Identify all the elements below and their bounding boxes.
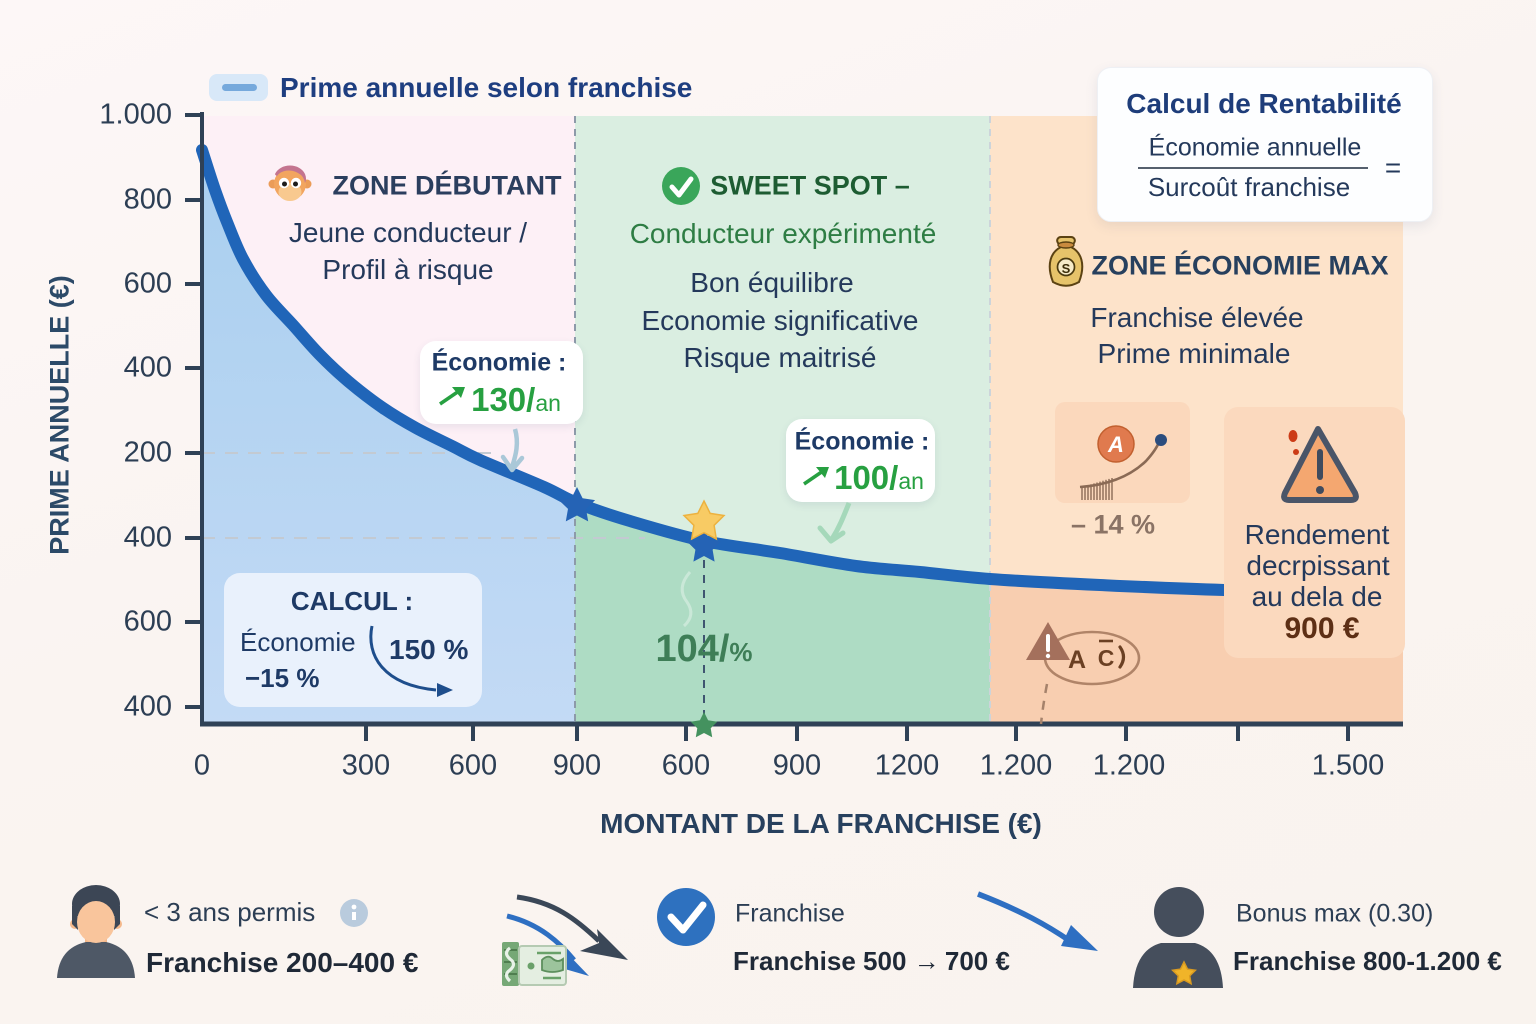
svg-text:C: C (1098, 645, 1115, 671)
svg-text:A: A (1107, 432, 1124, 457)
svg-text:A: A (1068, 646, 1086, 674)
svg-text:S: S (1062, 261, 1071, 276)
